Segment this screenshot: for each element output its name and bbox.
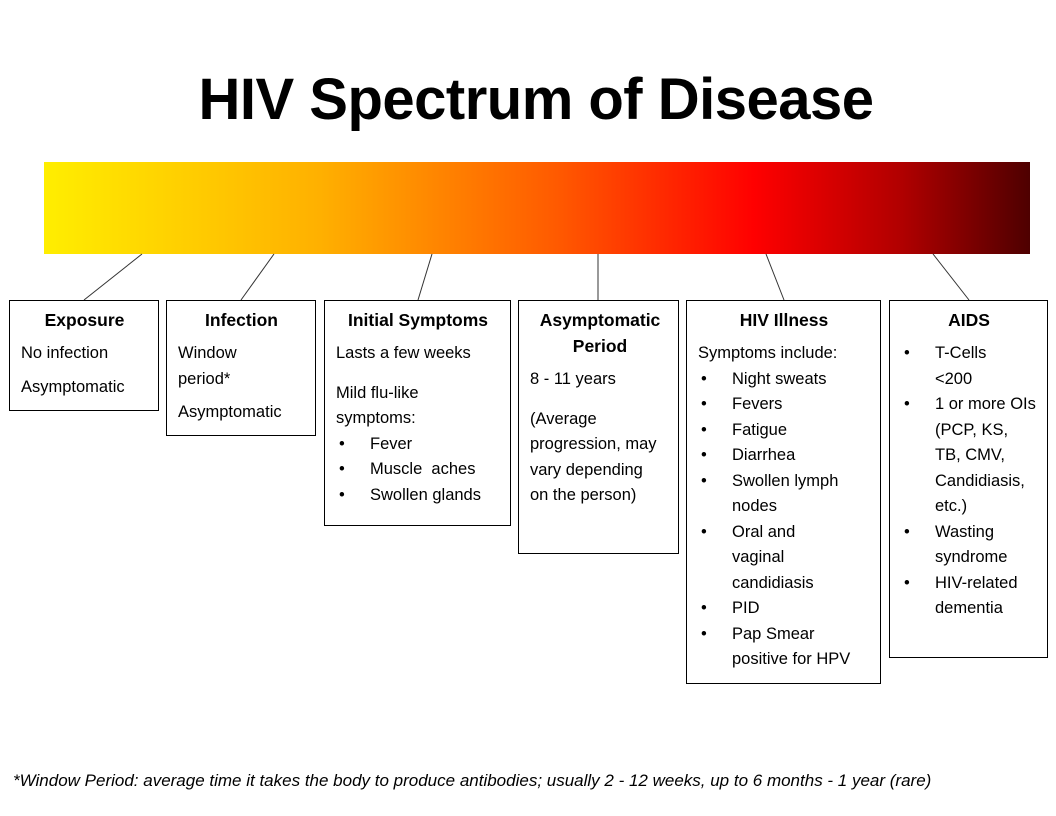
- list-item: Oral and vaginal candidiasis: [698, 520, 822, 597]
- stage-line: Asymptomatic: [21, 377, 125, 396]
- stage-heading: Asymptomatic Period: [539, 310, 661, 356]
- stage-line: Symptoms include:: [698, 344, 838, 362]
- stage-box-infection: Infection Window period* Asymptomatic: [166, 300, 316, 436]
- list-item: T-Cells <200: [901, 341, 995, 392]
- condition-list: T-Cells <200 1 or more OIs (PCP, KS, TB,…: [901, 341, 1037, 622]
- connector-aids: [932, 253, 970, 301]
- page-title: HIV Spectrum of Disease: [198, 67, 874, 132]
- stage-line: (Average progression, may vary depending…: [530, 409, 657, 505]
- list-item: Pap Smear positive for HPV: [698, 622, 870, 673]
- connector-infection: [240, 253, 275, 301]
- list-item: HIV-related dementia: [901, 571, 1037, 622]
- stage-line: Lasts a few weeks: [336, 344, 471, 362]
- stage-line: Window period*: [178, 344, 237, 388]
- list-item: Wasting syndrome: [901, 520, 1037, 571]
- stage-line: 8 - 11 years: [530, 370, 616, 388]
- list-item: Swollen lymph nodes: [698, 469, 870, 520]
- disease-progression-gradient-bar: [44, 162, 1030, 254]
- list-item: Night sweats: [698, 367, 870, 393]
- list-item: PID: [698, 596, 870, 622]
- stage-line: Mild flu-like symptoms:: [336, 383, 419, 428]
- stage-heading: Initial Symptoms: [347, 310, 489, 330]
- window-period-footnote: *Window Period: average time it takes th…: [13, 771, 932, 790]
- list-item: Muscle aches: [336, 457, 500, 483]
- stage-box-aids: AIDS T-Cells <200 1 or more OIs (PCP, KS…: [889, 300, 1048, 658]
- symptom-list: Fever Muscle aches Swollen glands: [336, 432, 500, 509]
- list-item: 1 or more OIs (PCP, KS, TB, CMV, Candidi…: [901, 392, 1037, 520]
- stage-heading: AIDS: [948, 310, 990, 330]
- stage-heading: Infection: [205, 310, 278, 330]
- list-item: Fatigue: [698, 418, 870, 444]
- stage-heading: HIV Illness: [739, 310, 829, 330]
- connector-hiv-illness: [765, 253, 785, 301]
- connector-initial-symptoms: [417, 253, 433, 301]
- stage-box-exposure: Exposure No infection Asymptomatic: [9, 300, 159, 411]
- list-item: Fevers: [698, 392, 870, 418]
- connector-exposure: [83, 253, 143, 301]
- list-item: Swollen glands: [336, 483, 500, 509]
- stage-box-asymptomatic-period: Asymptomatic Period 8 - 11 years (Averag…: [518, 300, 679, 554]
- list-item: Diarrhea: [698, 443, 870, 469]
- list-item: Fever: [336, 432, 500, 458]
- symptom-list: Night sweats Fevers Fatigue Diarrhea Swo…: [698, 367, 870, 673]
- stage-line: No infection: [21, 344, 109, 362]
- stage-box-hiv-illness: HIV Illness Symptoms include: Night swea…: [686, 300, 881, 684]
- stage-heading: Exposure: [44, 310, 125, 330]
- stage-box-initial-symptoms: Initial Symptoms Lasts a few weeks Mild …: [324, 300, 511, 526]
- stage-line: Asymptomatic: [178, 403, 282, 421]
